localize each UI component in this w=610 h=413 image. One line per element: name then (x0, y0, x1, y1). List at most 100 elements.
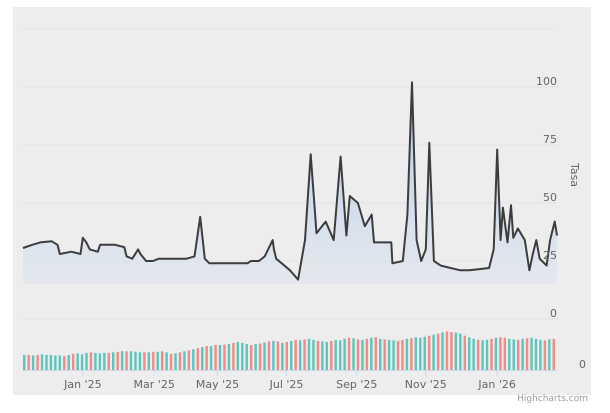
volume-bar (205, 346, 208, 370)
volume-bar (125, 351, 128, 370)
volume-bar (27, 354, 30, 370)
volume-bar (223, 344, 226, 370)
x-tick-label: Jan '25 (63, 378, 101, 391)
volume-bar (516, 339, 520, 370)
volume-bar (258, 343, 262, 370)
volume-bar (512, 339, 515, 370)
volume-bar (490, 338, 493, 370)
volume-bar (76, 353, 79, 370)
volume-bar (276, 341, 280, 370)
x-tick-label: Sep '25 (336, 378, 377, 391)
volume-bar (459, 333, 462, 370)
volume-bar (463, 335, 466, 370)
volume-bar (450, 332, 453, 370)
volume-bar (503, 337, 507, 370)
volume-bar (347, 337, 351, 370)
volume-bar (405, 338, 409, 370)
volume-bar (534, 338, 538, 370)
volume-bar (36, 354, 39, 370)
volume-bar (249, 345, 253, 370)
volume-bar (143, 352, 146, 370)
volume-axis-tick-label: 0 (579, 358, 586, 371)
volume-bar (147, 352, 151, 370)
volume-bar (401, 339, 404, 370)
volume-bar (432, 334, 435, 370)
volume-bar (330, 340, 333, 370)
volume-bar (227, 344, 231, 370)
volume-bar (209, 346, 213, 370)
volume-bar (23, 354, 26, 370)
volume-bar (152, 351, 155, 370)
volume-bar (67, 354, 70, 370)
volume-bar (379, 338, 382, 370)
volume-bar (218, 345, 222, 370)
volume-bar (525, 338, 529, 370)
volume-bar (365, 338, 369, 370)
volume-bar (58, 355, 62, 370)
volume-bar (45, 354, 48, 370)
volume-bar (436, 333, 440, 370)
volume-bar (321, 341, 324, 370)
volume-bar (343, 338, 346, 370)
y-tick-label: 50 (543, 191, 557, 204)
volume-bar (263, 342, 266, 370)
volume-bar (419, 337, 422, 370)
rate-line (22, 81, 558, 281)
volume-bar (494, 337, 498, 370)
x-tick-label: Mar '25 (134, 378, 175, 391)
volume-bar (196, 348, 199, 370)
volume-bar (338, 340, 342, 370)
volume-bar (85, 352, 88, 370)
volume-bar (232, 342, 235, 370)
y-tick-label: 25 (543, 249, 557, 262)
volume-bar (40, 354, 44, 370)
volume-bar (63, 355, 66, 370)
volume-bar (103, 352, 106, 370)
volume-bar (285, 341, 288, 370)
volume-bar (294, 339, 297, 370)
x-tick-label: May '25 (196, 378, 239, 391)
volume-bar (178, 352, 182, 370)
volume-bar (530, 337, 533, 370)
volume-bar (138, 352, 142, 370)
volume-bar (129, 351, 133, 370)
volume-bar (80, 354, 84, 370)
volume-bar (254, 344, 257, 370)
volume-bar (316, 340, 320, 370)
volume-bar (214, 345, 217, 370)
volume-bar (165, 352, 168, 370)
volume-bar (303, 339, 306, 370)
volume-bar (441, 332, 444, 370)
volume-bar (134, 351, 137, 370)
y-tick-label: 100 (536, 75, 557, 88)
volume-bar (454, 332, 458, 370)
volume-bar (169, 353, 173, 370)
volume-bar (49, 354, 53, 370)
volume-bar (499, 337, 502, 370)
volume-bar (370, 337, 373, 370)
highcharts-credit[interactable]: Highcharts.com (517, 394, 588, 404)
volume-bar (98, 353, 102, 370)
volume-bar (387, 339, 391, 370)
volume-bar (272, 340, 275, 370)
volume-bar (352, 338, 355, 370)
x-tick-label: Jul '25 (269, 378, 304, 391)
volume-bar (307, 338, 311, 370)
volume-bar (548, 339, 551, 370)
volume-bar (383, 339, 386, 370)
volume-bar (187, 350, 191, 370)
volume-bar (476, 339, 480, 370)
volume-bar (245, 344, 248, 370)
volume-bar (410, 338, 413, 370)
volume-bar (192, 349, 195, 370)
volume-bar (281, 342, 284, 370)
x-tick-label: Jan '26 (477, 378, 515, 391)
volume-bar (89, 352, 93, 370)
volume-bar (481, 340, 484, 370)
volume-bar (392, 340, 395, 370)
volume-bar (472, 338, 475, 370)
volume-bar (325, 341, 329, 370)
volume-bar (414, 337, 418, 370)
volume-bar (552, 338, 555, 370)
